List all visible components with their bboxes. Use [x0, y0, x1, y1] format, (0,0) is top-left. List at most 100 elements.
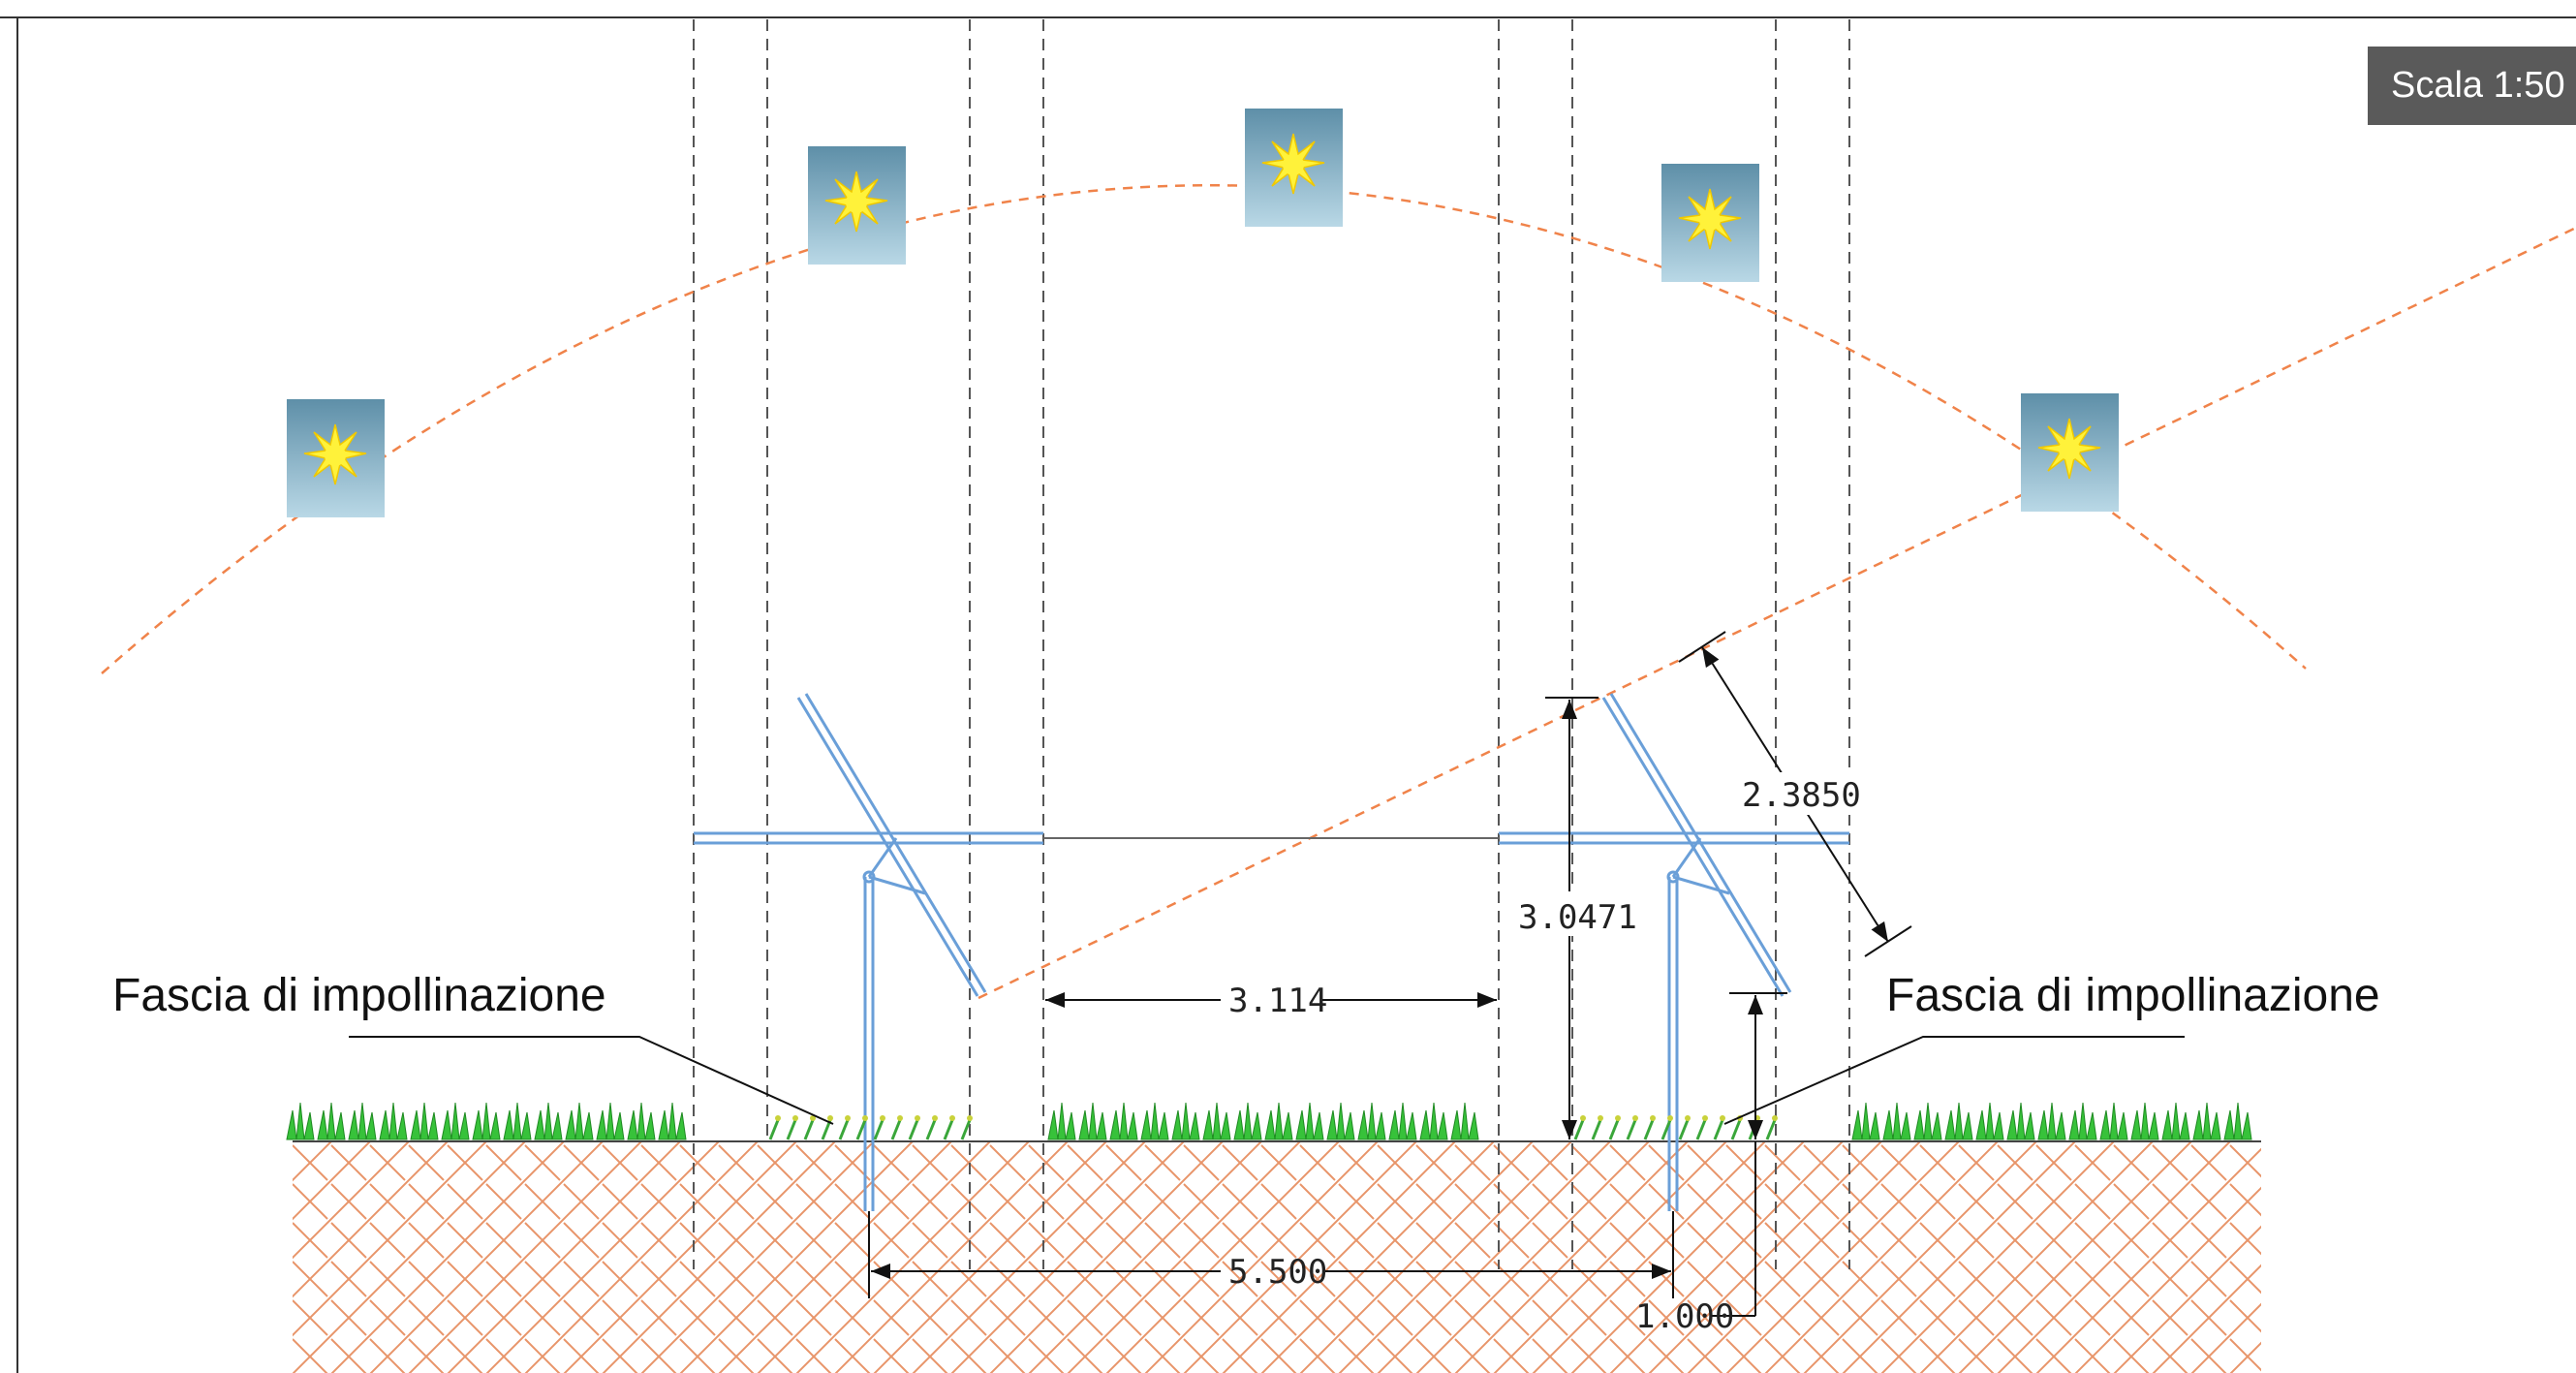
flower-stem — [1765, 1119, 1777, 1140]
grass-tuft — [379, 1102, 408, 1140]
dimension-row-pitch — [868, 1211, 1674, 1298]
grass-tuft — [1078, 1102, 1107, 1140]
flower-head — [932, 1115, 938, 1121]
grass-tuft — [1913, 1102, 1942, 1140]
grass-tuft — [2161, 1102, 2190, 1140]
pivot — [1666, 870, 1680, 884]
vegetation — [286, 1102, 2252, 1140]
dimension-hub-height-label: 3.0471 — [1518, 898, 1637, 937]
flower-head — [1580, 1115, 1586, 1121]
dimension-label-bg — [1516, 891, 1623, 936]
brace — [868, 875, 926, 895]
dimension-clear-gap-label: 3.114 — [1228, 982, 1327, 1020]
flower-head — [1615, 1115, 1621, 1121]
grass-tuft — [2099, 1102, 2128, 1140]
flower-stem — [1660, 1119, 1672, 1140]
grass-tuft — [1326, 1102, 1355, 1140]
grass-tuft — [2192, 1102, 2221, 1140]
suns — [287, 109, 2119, 517]
grass-tuft — [1357, 1102, 1386, 1140]
soil-hatch — [293, 1141, 2261, 1373]
grass-tuft — [1944, 1102, 1973, 1140]
dimension-label-bg — [1739, 772, 1855, 815]
flower-stem — [1643, 1119, 1655, 1140]
sun-icon — [287, 399, 385, 517]
soil-section — [293, 1140, 2261, 1373]
flower-head — [880, 1115, 885, 1121]
flower-stem — [908, 1119, 919, 1140]
grass-tuft — [1419, 1102, 1448, 1140]
sun-icon — [2021, 393, 2119, 512]
grass-tuft — [1171, 1102, 1200, 1140]
pollination-band-label-right: Fascia di impollinazione — [1886, 970, 2380, 1021]
leader-left — [349, 1036, 834, 1125]
flower-stem — [1626, 1119, 1637, 1140]
grass-tuft — [658, 1102, 687, 1140]
pollination-band-label-left: Fascia di impollinazione — [112, 970, 606, 1021]
sun-arc — [101, 184, 2307, 674]
flower-head — [792, 1115, 798, 1121]
grass-tuft — [441, 1102, 470, 1140]
grass-tuft — [1140, 1102, 1169, 1140]
brace — [867, 837, 898, 878]
flower-head — [827, 1115, 833, 1121]
flower-head — [915, 1115, 920, 1121]
grass-tuft — [348, 1102, 377, 1140]
tilted-panel — [804, 693, 987, 993]
grass-tuft — [1202, 1102, 1231, 1140]
sun-path — [101, 184, 2576, 1000]
grass-tuft — [596, 1102, 625, 1140]
grass-tuft — [1851, 1102, 1880, 1140]
flower-head — [1702, 1115, 1708, 1121]
grass-tuft — [1295, 1102, 1324, 1140]
flower-stem — [803, 1119, 815, 1140]
flower-stem — [786, 1119, 797, 1140]
sun-icon — [808, 146, 906, 265]
grass-tuft — [2006, 1102, 2035, 1140]
flower-head — [862, 1115, 868, 1121]
grass-tuft — [2130, 1102, 2159, 1140]
tilted-panel — [796, 697, 979, 997]
flower-stem — [960, 1119, 972, 1140]
grass-tuft — [472, 1102, 501, 1140]
flower-head — [1598, 1115, 1603, 1121]
flower-stem — [890, 1119, 902, 1140]
grass-tuft — [1882, 1102, 1911, 1140]
flower-stem — [1573, 1119, 1585, 1140]
grass-tuft — [503, 1102, 532, 1140]
flower-stem — [821, 1119, 832, 1140]
flower-stem — [925, 1119, 937, 1140]
flower-stem — [855, 1119, 867, 1140]
flower-head — [1720, 1115, 1725, 1121]
grass-tuft — [2037, 1102, 2066, 1140]
scale-badge: Scala 1:50 — [2368, 47, 2576, 125]
flower-head — [845, 1115, 851, 1121]
grass-tuft — [1047, 1102, 1076, 1140]
flower-stem — [943, 1119, 954, 1140]
grass-tuft — [410, 1102, 439, 1140]
flower-head — [1650, 1115, 1656, 1121]
grass-tuft — [565, 1102, 594, 1140]
grass-tuft — [317, 1102, 346, 1140]
tilted-panel — [1609, 693, 1792, 993]
flower-stem — [1608, 1119, 1620, 1140]
flower-stem — [838, 1119, 850, 1140]
tracker-left — [694, 693, 1043, 1211]
dimension-panel-length-label: 2.3850 — [1742, 776, 1861, 815]
tracker-right — [1499, 693, 1849, 1211]
flower-head — [775, 1115, 781, 1121]
grass-tuft — [1233, 1102, 1262, 1140]
flower-head — [1667, 1115, 1673, 1121]
flower-head — [1632, 1115, 1638, 1121]
extension-line — [1678, 631, 1726, 663]
grass-tuft — [286, 1102, 315, 1140]
flower-stem — [768, 1119, 780, 1140]
grass-tuft — [1450, 1102, 1479, 1140]
leader-right — [1723, 1036, 2185, 1125]
grass-tuft — [1388, 1102, 1417, 1140]
brace — [1672, 875, 1730, 895]
dimension-row-pitch-label: 5.500 — [1228, 1253, 1327, 1292]
flower-head — [1772, 1115, 1778, 1121]
flower-head — [1685, 1115, 1691, 1121]
